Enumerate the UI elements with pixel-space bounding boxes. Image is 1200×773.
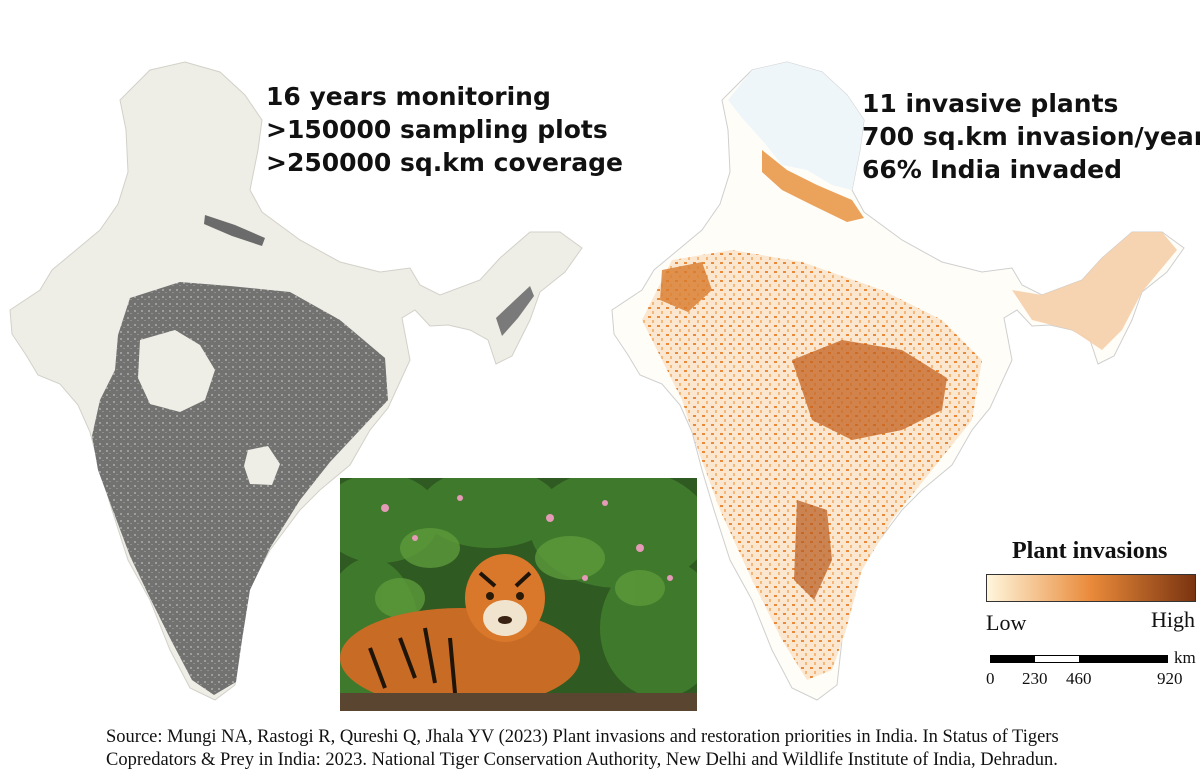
left-stat-3: >250000 sq.km coverage [266,148,623,177]
right-high-west [660,262,712,312]
right-high-central [792,340,947,440]
legend-gradient-bar [986,574,1196,602]
left-gap-central [138,330,215,412]
tiger-photo [340,478,697,711]
source-line-2: Copredators & Prey in India: 2023. Natio… [106,750,1058,770]
source-citation: Source: Mungi NA, Rastogi R, Qureshi Q, … [106,726,1196,772]
right-high-south [794,500,832,600]
left-stats: 16 years monitoring >150000 sampling plo… [266,80,623,179]
tiger-photo-illustration [340,478,697,711]
left-stat-1: 16 years monitoring [266,82,551,111]
right-northeast [1012,232,1177,350]
right-stat-1: 11 invasive plants [862,89,1119,118]
scale-tick-920: 920 [1157,669,1183,688]
left-india-map [9,61,583,701]
right-stat-3: 66% India invaded [862,155,1122,184]
legend-high-label: High [1151,607,1195,632]
source-line-1: Source: Mungi NA, Rastogi R, Qureshi Q, … [106,727,1059,747]
scale-bar [990,655,1168,663]
right-stat-2: 700 sq.km invasion/year [862,122,1200,151]
right-stats: 11 invasive plants 700 sq.km invasion/ye… [862,87,1200,186]
right-india-map [611,61,1185,701]
legend-title: Plant invasions [1012,538,1168,564]
legend-low-label: Low [986,610,1027,635]
scale-tick-0: 0 [986,669,995,688]
left-gap-east [244,446,280,485]
scale-unit: km [1174,648,1196,667]
scale-tick-460: 460 [1066,669,1092,688]
scale-tick-230: 230 [1022,669,1048,688]
left-northeast-strip [496,286,534,336]
right-himalaya-band [762,150,864,222]
left-terai-strip [204,215,265,246]
right-unsurveyed-north [728,62,864,190]
left-stat-2: >150000 sampling plots [266,115,608,144]
